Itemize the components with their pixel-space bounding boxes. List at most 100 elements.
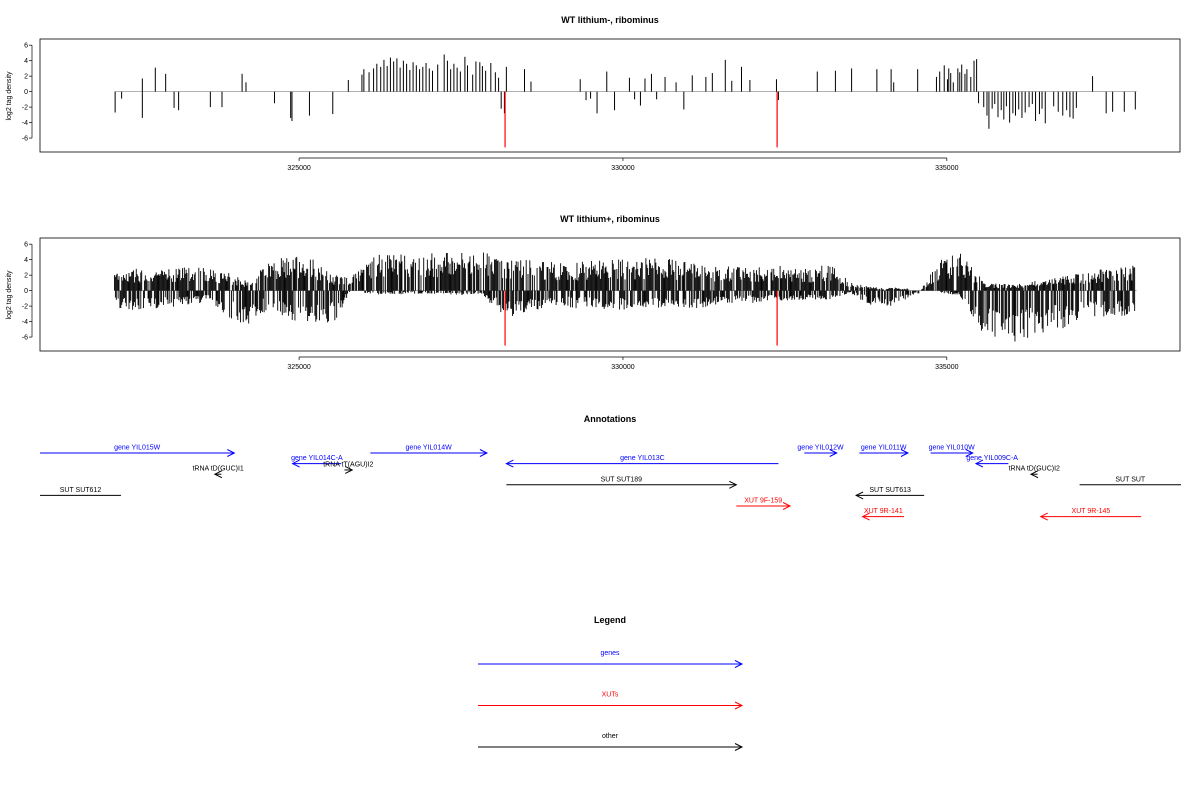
feature-label: gene YIL013C (620, 455, 665, 462)
feature: tRNA tT(AGU)I2 (323, 461, 374, 474)
feature-label: gene YIL014C-A (291, 455, 343, 462)
legend-entry: other (478, 733, 744, 751)
y-tick-label: -6 (22, 335, 28, 342)
panel-title: WT lithium+, ribominus (560, 214, 660, 224)
x-axis: 325000 330000 335000 (287, 157, 959, 172)
feature: XUT 9F-159 (736, 498, 792, 510)
arrowhead (782, 502, 792, 510)
y-tick-label: 6 (24, 43, 28, 50)
y-tick-label: 6 (24, 242, 28, 249)
feature-label: tRNA tD(GUC)I1 (192, 466, 243, 473)
y-tick-label: 0 (24, 89, 28, 96)
feature-arrows: gene YIL015W gene YIL014C-A gene YIL014W ge… (40, 445, 1181, 521)
legend-entry: XUTs (478, 692, 744, 710)
feature: gene YIL011W (859, 445, 910, 457)
arrowhead (344, 466, 354, 474)
y-axis-label: log2 tag density (6, 270, 13, 320)
feature: SUT SUT613 (855, 487, 925, 500)
feature: gene YIL015W (40, 445, 236, 457)
y-axis: -6 -4 -2 0 2 4 6 (22, 43, 33, 143)
y-tick-label: 4 (24, 58, 28, 65)
legend-label: XUTs (602, 692, 619, 699)
arrowhead (1039, 512, 1048, 521)
feature: gene YIL013C (505, 455, 779, 468)
legend-entries: genes XUTs other (478, 650, 744, 751)
feature: gene YIL014C-A (291, 455, 343, 468)
y-tick-label: -2 (22, 304, 28, 311)
x-tick-label: 325000 (287, 165, 310, 172)
x-tick-label: 335000 (935, 364, 958, 371)
feature-label: tRNA tD(GUC)I2 (1009, 466, 1060, 473)
legend: Legend genes XUTs other (478, 615, 744, 751)
x-axis: 325000 330000 335000 (287, 356, 959, 371)
feature-label: XUT 9F-159 (744, 498, 782, 505)
arrowhead (855, 491, 864, 500)
feature-label: SUT SUT189 (601, 476, 643, 483)
feature-label: XUT 9R-145 (1072, 508, 1111, 515)
feature-label: XUT 9R-141 (864, 508, 903, 515)
feature-label: SUT SUT613 (869, 487, 911, 494)
arrowhead (829, 449, 838, 457)
feature: gene YIL009C-A (966, 455, 1018, 468)
arrowhead (227, 449, 236, 457)
feature-label: gene YIL009C-A (966, 455, 1018, 462)
feature-label: gene YIL010W (929, 445, 976, 452)
legend-arrowhead (734, 743, 744, 751)
y-tick-label: 4 (24, 257, 28, 264)
legend-title: Legend (594, 615, 626, 625)
arrowhead (974, 459, 984, 468)
feature-label: gene YIL014W (406, 445, 453, 452)
feature: gene YIL014W (370, 445, 489, 457)
feature: SUT SUT189 (506, 476, 738, 489)
panel-lithium-plus: WT lithium+, ribominus log2 tag density … (6, 214, 1181, 371)
panel-title: WT lithium-, ribominus (561, 15, 659, 25)
panel-lithium-minus: WT lithium-, ribominus log2 tag density … (6, 15, 1181, 172)
arrowhead (729, 480, 738, 489)
feature-label: SUT SUT612 (60, 487, 102, 494)
y-tick-label: -2 (22, 105, 28, 112)
legend-label: other (602, 733, 619, 740)
feature: XUT 9R-141 (861, 508, 905, 521)
y-axis-label: log2 tag density (6, 71, 13, 121)
feature: gene YIL010W (929, 445, 976, 457)
arrowhead (479, 449, 489, 457)
plot-frame (39, 38, 1181, 153)
plot-frame (39, 237, 1181, 352)
y-axis: -6 -4 -2 0 2 4 6 (22, 242, 33, 342)
density-bars (114, 252, 1137, 346)
feature-label: gene YIL015W (114, 445, 161, 452)
y-tick-label: 2 (24, 273, 28, 280)
arrowhead (861, 512, 870, 521)
feature-label: gene YIL011W (861, 445, 907, 452)
x-tick-label: 330000 (611, 364, 634, 371)
feature: tRNA tD(GUC)I1 (192, 466, 244, 479)
legend-arrowhead (734, 660, 744, 668)
x-tick-label: 335000 (935, 165, 958, 172)
arrowhead (291, 459, 300, 468)
y-tick-label: 0 (24, 288, 28, 295)
y-tick-label: -6 (22, 136, 28, 143)
legend-entry: genes (478, 650, 744, 668)
density-bars (114, 54, 1137, 148)
feature: SUT SUT (1079, 476, 1181, 486)
feature-label: gene YIL012W (797, 445, 844, 452)
feature-label: SUT SUT (1115, 476, 1146, 483)
x-tick-label: 330000 (611, 165, 634, 172)
arrowhead (505, 459, 514, 468)
feature: SUT SUT612 (40, 487, 121, 496)
feature: XUT 9R-145 (1039, 508, 1142, 521)
x-tick-label: 325000 (287, 364, 310, 371)
feature: gene YIL012W (797, 445, 844, 457)
arrowhead (965, 449, 974, 457)
y-tick-label: -4 (22, 120, 28, 127)
annotations-title: Annotations (584, 414, 637, 424)
arrowhead (900, 449, 910, 457)
feature-label: tRNA tT(AGU)I2 (323, 461, 373, 468)
legend-label: genes (600, 650, 620, 657)
arrowhead (213, 470, 223, 479)
arrowhead (1029, 470, 1039, 479)
y-tick-label: 2 (24, 74, 28, 81)
feature: tRNA tD(GUC)I2 (1009, 466, 1060, 479)
